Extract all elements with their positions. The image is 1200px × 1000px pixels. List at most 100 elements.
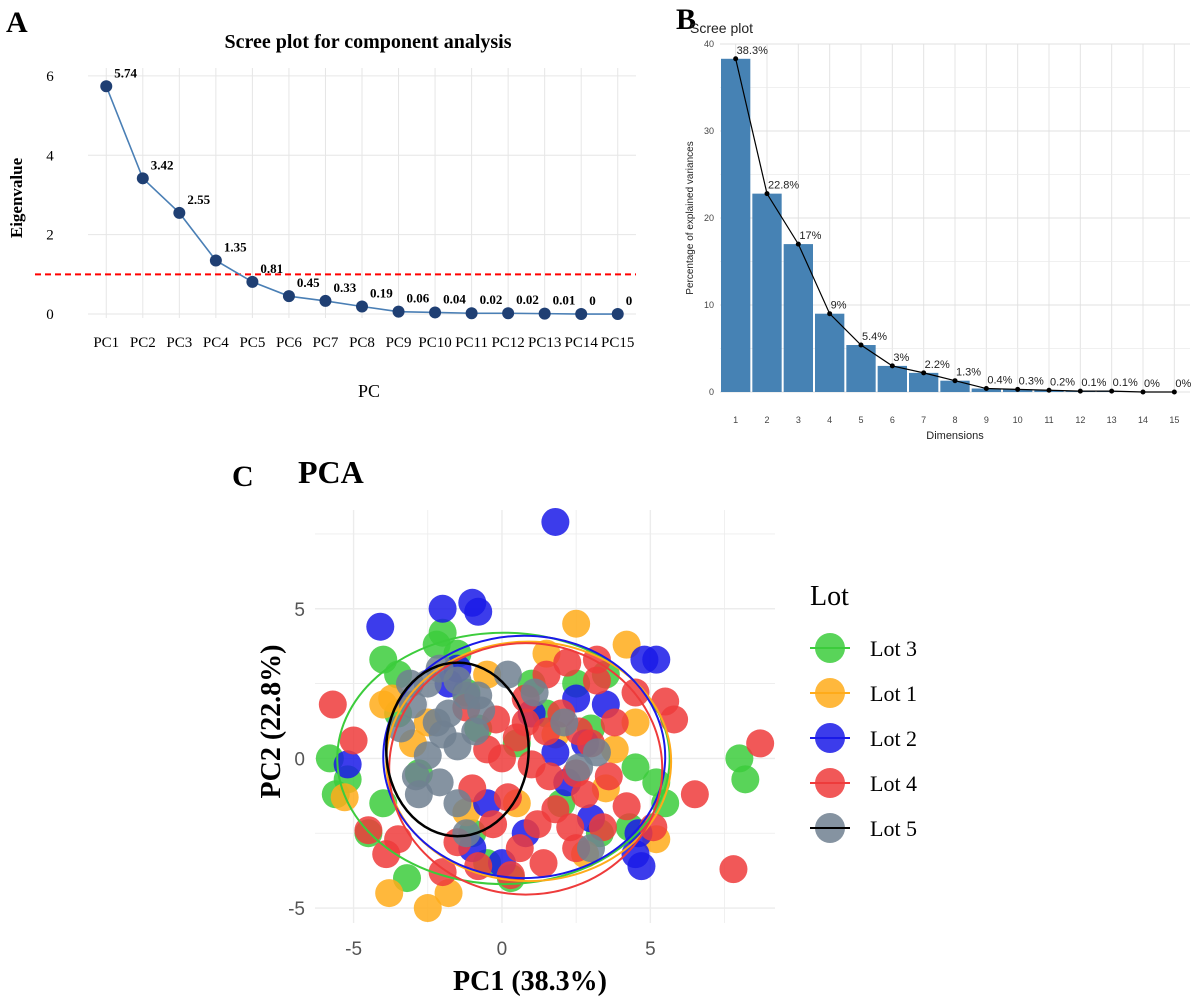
scatter-point-lot-5 — [443, 666, 472, 695]
scatter-point-lot-3 — [731, 765, 760, 794]
scatter-point-lot-1 — [562, 609, 591, 638]
x-tick-label: PC9 — [386, 335, 412, 351]
overlay-point — [795, 241, 801, 247]
legend-label: Lot 2 — [870, 726, 917, 751]
confidence-ellipse-lot-5 — [384, 661, 530, 838]
overlay-point — [983, 386, 989, 392]
scatter-point-lot-4 — [523, 810, 552, 839]
data-label: 0.33 — [333, 280, 356, 295]
x-axis-label: PC1 (38.3%) — [453, 966, 607, 997]
scatter-point-lot-4 — [588, 813, 617, 842]
x-tick-label: PC1 — [93, 335, 119, 351]
data-label: 0.81 — [260, 261, 283, 276]
legend-label: Lot 3 — [870, 636, 917, 661]
bar — [815, 313, 845, 392]
x-tick-label: 14 — [1138, 415, 1148, 425]
scatter-point-lot-4 — [571, 780, 600, 809]
y-tick-label: 40 — [704, 39, 714, 49]
data-label: 2.2% — [925, 359, 950, 371]
scatter-point-lot-4 — [556, 813, 585, 842]
scatter-point-lot-5 — [550, 708, 579, 737]
overlay-point — [858, 342, 864, 348]
x-tick-label: PC2 — [130, 335, 156, 351]
scatter-point-lot-4 — [660, 705, 689, 734]
x-tick-label: 5 — [645, 939, 656, 960]
data-point — [575, 308, 588, 321]
scatter-point-lot-5 — [577, 834, 605, 863]
scatter-point-lot-4 — [746, 729, 775, 758]
x-tick-label: PC3 — [166, 335, 192, 351]
x-tick-label: PC13 — [528, 335, 561, 351]
chart-b-scree-variance: Scree plot 38.3% 22.8% 17% 9% 5.4% 3% 2.2% 1.3% 0… — [685, 20, 1191, 442]
x-tick-label: 12 — [1075, 415, 1085, 425]
y-tick-label: 2 — [46, 228, 54, 244]
chart-c-pca-scatter: PCA -5 0 5 -5 0 5 PC1 (38.3%) PC2 (22.8%) Lot Lot … — [256, 455, 917, 997]
panel-letter-b: B — [676, 3, 697, 36]
overlay-point — [952, 378, 958, 384]
scatter-point-lot-2 — [333, 750, 362, 779]
y-axis-label: Percentage of explained variances — [685, 141, 696, 294]
bar — [752, 193, 782, 392]
scatter-point-lot-1 — [375, 879, 404, 908]
scatter-point-lot-2 — [627, 852, 656, 881]
panel-letter-c: C — [232, 460, 254, 493]
x-tick-label: 7 — [921, 415, 926, 425]
y-tick-label: 5 — [294, 600, 305, 621]
data-label: 1.35 — [224, 239, 247, 254]
bar — [909, 372, 939, 392]
overlay-point — [1077, 388, 1083, 394]
scatter-point-lot-5 — [425, 768, 454, 797]
legend-label: Lot 5 — [870, 816, 917, 841]
x-tick-label: 8 — [952, 415, 957, 425]
data-label: 9% — [831, 300, 847, 312]
y-tick-label: 4 — [46, 148, 54, 164]
data-label: 5.4% — [862, 331, 887, 343]
y-axis-label: PC2 (22.8%) — [256, 645, 287, 799]
scatter-point-lot-4 — [680, 780, 709, 809]
bar — [940, 380, 970, 392]
scatter-point-lot-5 — [520, 678, 549, 707]
data-point — [282, 290, 295, 303]
data-label: 17% — [799, 230, 821, 242]
data-label: 0.4% — [987, 375, 1012, 387]
data-label: 0.02 — [516, 292, 539, 307]
overlay-point — [827, 311, 833, 317]
data-label: 0.19 — [370, 285, 393, 300]
overlay-point — [921, 370, 927, 376]
scatter-point-lot-4 — [318, 690, 347, 719]
y-tick-label: 30 — [704, 126, 714, 136]
scatter-point-lot-4 — [529, 849, 558, 878]
overlay-point — [889, 363, 895, 369]
overlay-point — [1015, 386, 1021, 392]
data-label: 5.74 — [114, 65, 137, 80]
scatter-point-lot-5 — [398, 690, 427, 719]
bar — [721, 58, 751, 392]
scatter-point-lot-1 — [369, 690, 398, 719]
x-tick-label: 0 — [497, 939, 508, 960]
data-label: 0.01 — [553, 293, 576, 308]
x-tick-label: PC11 — [455, 335, 488, 351]
data-point — [246, 275, 259, 288]
data-label: 0 — [589, 293, 596, 308]
x-tick-label: 15 — [1169, 415, 1179, 425]
confidence-ellipse-lot-3 — [336, 631, 671, 886]
y-tick-label: 0 — [709, 387, 714, 397]
scatter-point-lot-1 — [621, 708, 650, 737]
data-label: 0.2% — [1050, 376, 1075, 388]
x-tick-label: PC10 — [418, 335, 451, 351]
data-label: 0 — [626, 293, 633, 308]
data-label: 38.3% — [737, 45, 768, 57]
bar — [783, 244, 813, 392]
data-label: 0.02 — [480, 292, 503, 307]
scatter-point-lot-5 — [443, 789, 472, 818]
scatter-point-lot-5 — [452, 819, 481, 848]
scatter-point-lot-2 — [366, 612, 395, 641]
y-tick-label: 20 — [704, 213, 714, 223]
x-tick-label: -5 — [345, 939, 362, 960]
legend-label: Lot 4 — [870, 771, 917, 796]
data-label: 22.8% — [768, 180, 799, 192]
scatter-point-lot-5 — [582, 738, 611, 767]
y-axis-label: Eigenvalue — [7, 157, 26, 238]
data-label: 0% — [1144, 378, 1160, 390]
scatter-point-lot-4 — [612, 792, 641, 821]
